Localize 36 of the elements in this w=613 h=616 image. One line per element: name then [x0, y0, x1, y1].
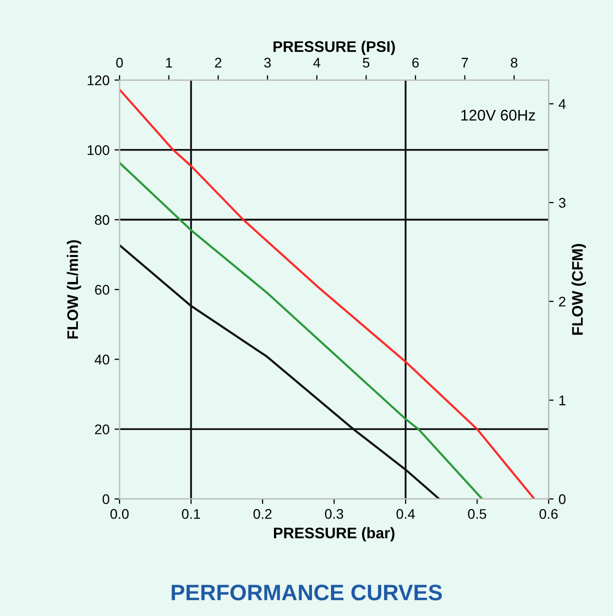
x2-tick-label: 0 — [116, 58, 123, 68]
y-tick-label: 100 — [88, 145, 110, 156]
x2-tick-label: 7 — [462, 58, 468, 68]
line-series — [120, 88, 536, 499]
x2-tick-label: 3 — [264, 58, 271, 68]
y2-axis-title: FLOW (CFM) — [572, 244, 586, 335]
y-tick-label: 20 — [95, 424, 110, 434]
y2-tick-label: 0 — [558, 494, 566, 504]
y-axis-title: FLOW (L/min) — [66, 240, 82, 339]
y2-tick-label: 4 — [558, 99, 566, 109]
x-tick-label: 0.5 — [468, 509, 486, 519]
x2-tick-label: 6 — [412, 58, 419, 68]
x-axis-title: PRESSURE (bar) — [274, 527, 394, 542]
x2-tick-label: 4 — [313, 58, 320, 68]
y-tick-label: 80 — [94, 215, 110, 225]
x2-tick-label: 8 — [510, 58, 518, 68]
x-tick-label: 0.0 — [110, 509, 129, 519]
text: PERFORMANCE CURVES — [172, 584, 442, 600]
x-tick-label: 0.3 — [324, 509, 344, 519]
y2-tick-label: 1 — [559, 396, 566, 406]
y-tick-label: 120 — [88, 75, 110, 86]
x-tick-label: 0.6 — [540, 509, 558, 519]
line-series — [120, 162, 484, 499]
y-tick-label: 60 — [95, 284, 110, 295]
annotation: 120V 60Hz — [461, 110, 536, 121]
x2-axis-title: PRESSURE (PSI) — [274, 40, 395, 56]
x-tick-label: 0.2 — [253, 509, 272, 519]
x-tick-label: 0.4 — [396, 509, 415, 519]
x2-tick-label: 2 — [215, 58, 222, 68]
y-tick-label: 40 — [94, 354, 110, 365]
y2-tick-label: 3 — [558, 198, 566, 208]
x2-tick-label: 1 — [166, 58, 172, 68]
x-tick-label: 0.1 — [182, 509, 200, 519]
y-tick-label: 0 — [102, 494, 110, 504]
x2-tick-label: 5 — [362, 58, 370, 68]
y2-tick-label: 2 — [559, 296, 566, 306]
